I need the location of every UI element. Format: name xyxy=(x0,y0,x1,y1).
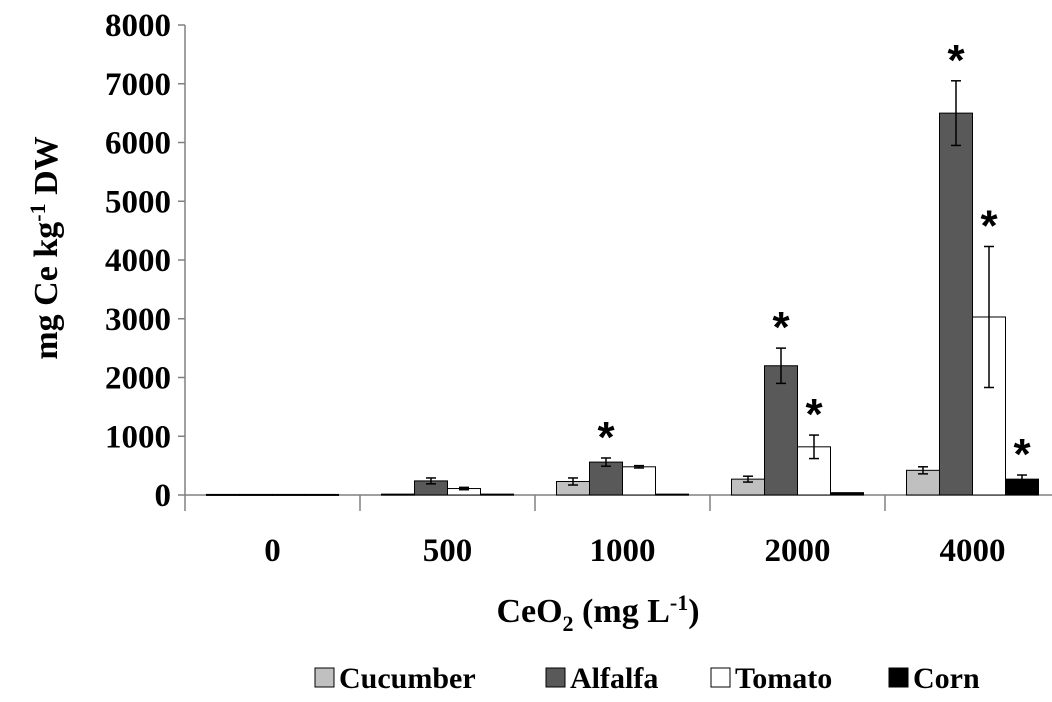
legend-swatch xyxy=(314,667,335,688)
y-tick-label: 0 xyxy=(155,478,172,514)
y-tick-label: 7000 xyxy=(105,67,171,103)
significance-marker: * xyxy=(597,413,615,462)
legend-swatch xyxy=(710,667,731,688)
y-tick-label: 2000 xyxy=(105,361,171,397)
y-axis: 0 1000 2000 3000 4000 5000 6000 7000 8000 xyxy=(105,8,186,514)
x-tick-label: 1000 xyxy=(590,533,656,569)
legend: Cucumber Alfalfa Tomato Corn xyxy=(314,662,980,695)
bar xyxy=(272,493,306,496)
significance-markers: * * * * * * xyxy=(597,36,1031,479)
significance-marker: * xyxy=(1013,430,1031,479)
y-tick-label: 4000 xyxy=(105,243,171,279)
bar xyxy=(305,493,339,496)
bar xyxy=(589,461,623,496)
y-tick-label: 5000 xyxy=(105,184,171,220)
legend-swatch xyxy=(545,667,566,688)
y-tick-label: 3000 xyxy=(105,302,171,338)
legend-label: Corn xyxy=(913,662,980,695)
significance-marker: * xyxy=(772,303,790,352)
x-tick-label: 0 xyxy=(264,533,281,569)
y-tick-label: 1000 xyxy=(105,419,171,455)
bars xyxy=(206,112,1039,496)
legend-label: Cucumber xyxy=(339,662,476,695)
significance-marker: * xyxy=(805,390,823,439)
x-tick-label: 500 xyxy=(423,533,473,569)
x-axis-title: CeO2 (mg L-1) xyxy=(496,590,699,636)
bar xyxy=(206,493,240,496)
bar xyxy=(381,493,415,496)
y-tick-label: 6000 xyxy=(105,126,171,162)
y-axis-title: mg Ce kg-1 DW xyxy=(25,136,65,359)
bar xyxy=(830,492,864,496)
legend-label: Alfalfa xyxy=(570,662,658,695)
y-tick-label: 8000 xyxy=(105,8,171,44)
legend-label: Tomato xyxy=(735,662,832,695)
significance-marker: * xyxy=(980,201,998,250)
x-tick-label: 2000 xyxy=(765,533,831,569)
bar xyxy=(239,493,273,496)
bar xyxy=(622,466,656,496)
significance-marker: * xyxy=(947,36,965,85)
bar xyxy=(939,112,973,496)
bar xyxy=(480,493,514,496)
x-tick-label: 4000 xyxy=(940,533,1006,569)
x-axis: 0 500 1000 2000 4000 xyxy=(184,494,1052,569)
bar xyxy=(655,493,689,496)
bar xyxy=(764,365,798,496)
error-bars xyxy=(426,80,1027,491)
legend-swatch xyxy=(888,667,909,688)
